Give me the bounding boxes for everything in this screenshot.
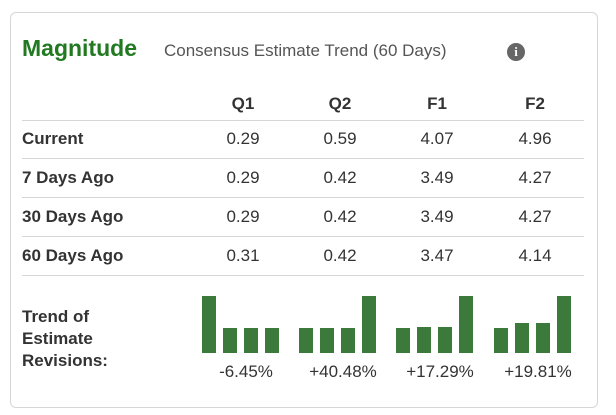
row-divider (22, 236, 584, 237)
trend-bar (341, 327, 355, 353)
trend-change: -6.45% (219, 362, 273, 381)
trend-bar (494, 327, 508, 353)
card (10, 12, 598, 408)
trend-bar (396, 327, 410, 353)
trend-bar (244, 327, 258, 353)
row-divider (22, 275, 584, 276)
trend-change: +19.81% (504, 362, 572, 381)
trend-bar (223, 327, 237, 353)
trend-bar (320, 327, 334, 353)
trend-bar (557, 296, 571, 353)
trend-bar (265, 327, 279, 353)
cell-value: 4.96 (518, 129, 552, 148)
cell-value: 3.49 (420, 207, 454, 226)
column-header: F2 (525, 94, 545, 113)
cell-value: 0.29 (226, 207, 260, 226)
trend-bar (362, 296, 376, 353)
trend-bar (438, 326, 452, 353)
cell-value: 4.27 (518, 168, 552, 187)
trend-bar (299, 327, 313, 353)
column-header: Q2 (328, 94, 352, 113)
trend-bar (515, 322, 529, 353)
cell-value: 0.42 (323, 168, 357, 187)
trend-bar (202, 296, 216, 353)
trend-label: Trend of Estimate Revisions: (22, 307, 108, 370)
row-label: 60 Days Ago (22, 246, 124, 265)
cell-value: 3.47 (420, 246, 454, 265)
row-divider (22, 197, 584, 198)
cell-value: 0.31 (226, 246, 260, 265)
title: Magnitude (22, 35, 137, 61)
trend-bar (417, 326, 431, 353)
cell-value: 0.29 (226, 129, 260, 148)
cell-value: 4.27 (518, 207, 552, 226)
row-divider (22, 120, 584, 121)
info-icon[interactable]: i (507, 43, 525, 61)
row-label: Current (22, 129, 84, 148)
cell-value: 4.07 (420, 129, 454, 148)
row-label: 7 Days Ago (22, 168, 114, 187)
row-divider (22, 158, 584, 159)
subtitle: Consensus Estimate Trend (60 Days) (164, 41, 447, 60)
trend-change: +17.29% (406, 362, 474, 381)
column-header: F1 (427, 94, 447, 113)
cell-value: 0.42 (323, 246, 357, 265)
trend-change: +40.48% (309, 362, 377, 381)
cell-value: 0.59 (323, 129, 357, 148)
column-header: Q1 (231, 94, 255, 113)
row-label: 30 Days Ago (22, 207, 124, 226)
trend-bar (536, 322, 550, 353)
cell-value: 0.42 (323, 207, 357, 226)
cell-value: 0.29 (226, 168, 260, 187)
trend-bar (459, 296, 473, 353)
cell-value: 4.14 (518, 246, 552, 265)
cell-value: 3.49 (420, 168, 454, 187)
